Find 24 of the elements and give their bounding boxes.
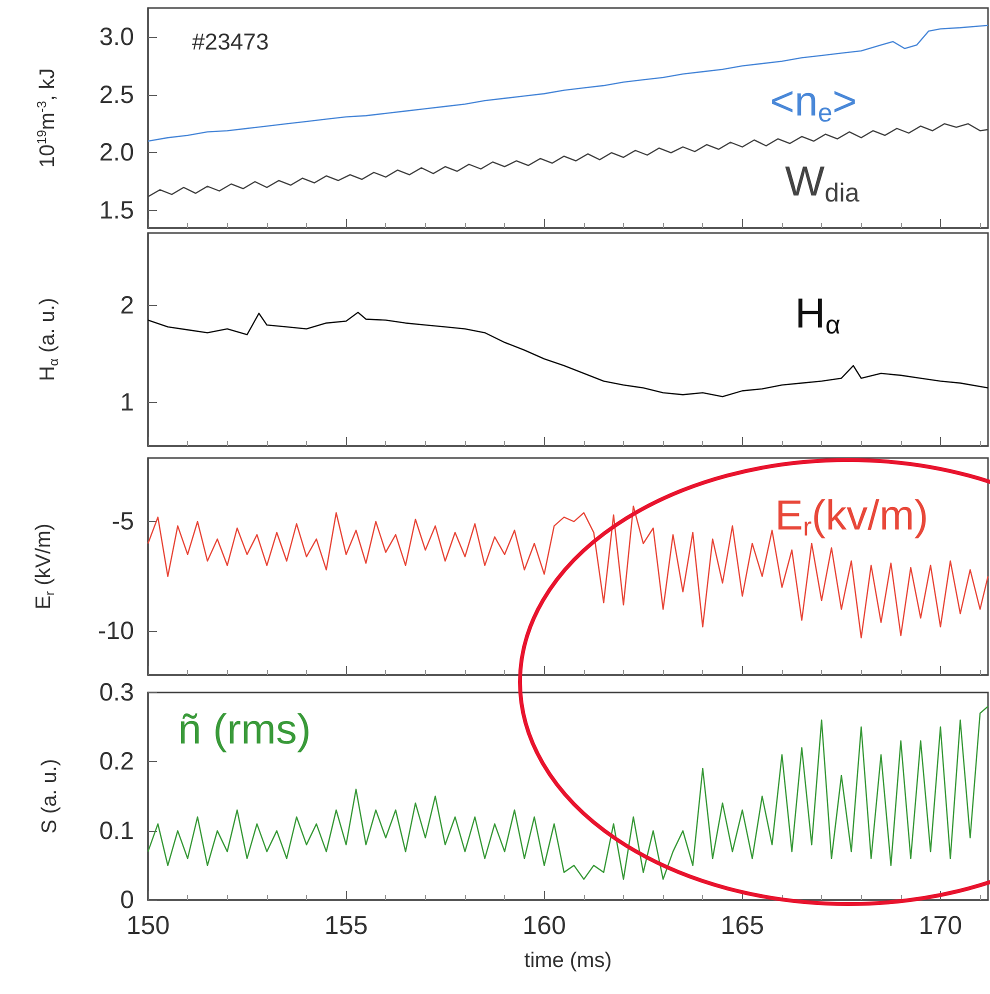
y-tick-label: 0.1: [99, 816, 134, 845]
x-tick-label: 155: [324, 910, 368, 940]
series-label: ñ (rms): [178, 706, 311, 752]
y-axis-title: Er (kV/m): [32, 524, 57, 610]
x-axis-title: time (ms): [524, 949, 612, 972]
x-tick-label: 165: [720, 910, 764, 940]
y-tick-label: 0.2: [99, 748, 134, 776]
line-series: [147, 24, 989, 142]
y-axis-title: Hα (a. u.): [36, 298, 61, 382]
y-tick-label: 2: [120, 292, 134, 320]
y-tick-label: 2.5: [99, 80, 134, 109]
y-tick-label: -5: [112, 508, 134, 536]
y-tick-label: -10: [98, 617, 134, 646]
line-series: [147, 706, 989, 880]
y-axis-title: 1019m-3, kJ: [34, 68, 59, 168]
y-tick-label: 1: [120, 388, 134, 416]
y-tick-label: 2.0: [99, 138, 134, 167]
y-tick-label: 1.5: [99, 196, 134, 225]
annotation: #23473: [192, 28, 269, 54]
y-tick-label: 3.0: [99, 22, 134, 51]
x-tick-label: 170: [918, 910, 962, 940]
y-tick-label: 0.3: [99, 678, 134, 706]
x-tick-label: 160: [522, 910, 566, 940]
y-axis-title: S (a. u.): [38, 758, 61, 834]
